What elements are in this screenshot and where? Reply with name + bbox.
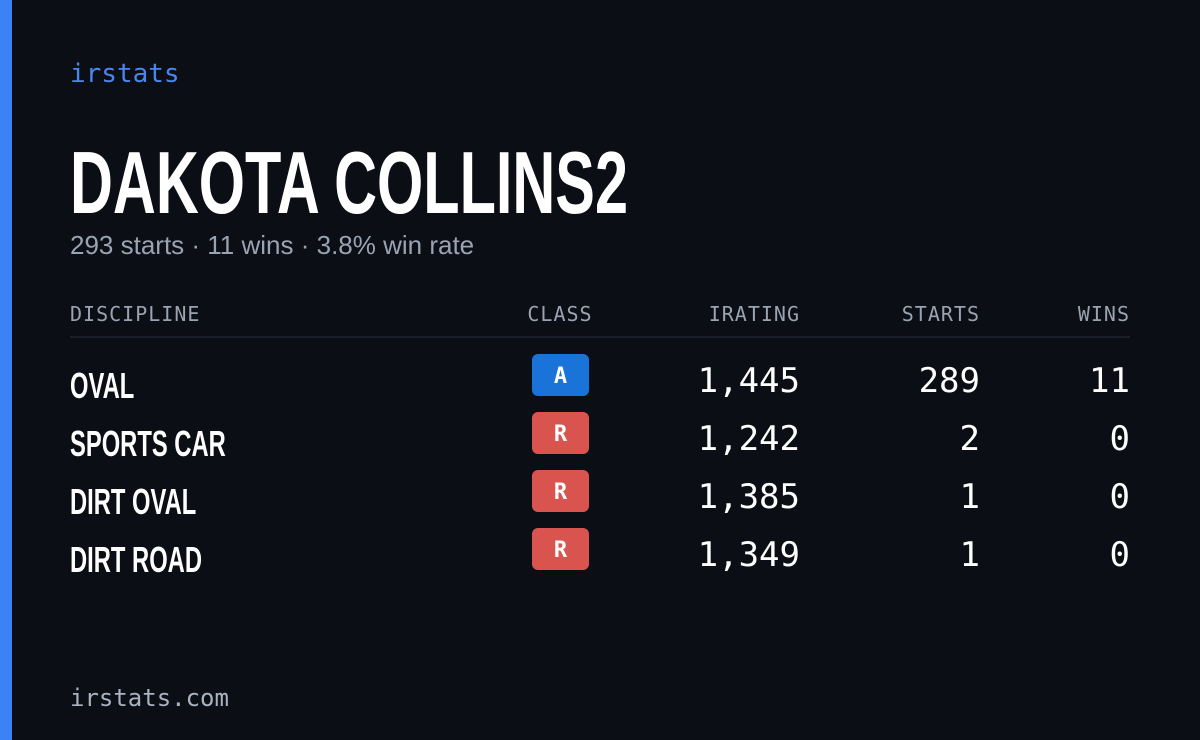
irating: 1,385 — [698, 477, 800, 517]
footer: irstats.com — [70, 684, 229, 712]
stats-table: DISCIPLINE CLASS IRATING STARTS WINS OVAL A 1,4… — [70, 302, 1130, 580]
column-header: IRATING — [709, 302, 800, 326]
class-badge — [532, 528, 589, 570]
column-header: DISCIPLINE — [70, 302, 200, 326]
table-row: DIRT ROAD R 1,349 1 0 — [70, 528, 1130, 580]
wins: 0 — [1110, 419, 1130, 459]
player-name: DAKOTA COLLINS2 — [70, 133, 628, 232]
irating: 1,349 — [698, 535, 800, 575]
table-row: DIRT OVAL R 1,385 1 0 — [70, 470, 1130, 522]
class-badge — [532, 354, 589, 396]
wins: 0 — [1110, 535, 1130, 575]
wins: 0 — [1110, 477, 1130, 517]
discipline: DIRT OVAL — [70, 482, 196, 522]
starts: 1 — [960, 477, 980, 517]
discipline: DIRT ROAD — [70, 540, 202, 580]
column-header: CLASS — [527, 302, 592, 326]
summary: 293 starts · 11 wins · 3.8% win rate — [70, 230, 474, 260]
wins: 11 — [1089, 361, 1130, 401]
class-badge — [532, 412, 589, 454]
accent-bar — [0, 0, 12, 740]
starts: 289 — [919, 361, 980, 401]
table-row: SPORTS CAR R 1,242 2 0 — [70, 412, 1130, 464]
column-header: WINS — [1078, 302, 1130, 326]
class-letter: R — [554, 422, 568, 447]
class-letter: R — [554, 480, 568, 505]
table-row: OVAL A 1,445 289 11 — [70, 354, 1130, 406]
discipline: OVAL — [70, 366, 134, 406]
irating: 1,445 — [698, 361, 800, 401]
discipline: SPORTS CAR — [70, 424, 226, 464]
starts: 1 — [960, 535, 980, 575]
class-badge — [532, 470, 589, 512]
starts: 2 — [960, 419, 980, 459]
class-letter: A — [554, 364, 567, 389]
irating: 1,242 — [698, 419, 800, 459]
class-letter: R — [554, 538, 568, 563]
column-header: STARTS — [902, 302, 980, 326]
brand: irstats — [70, 59, 180, 89]
